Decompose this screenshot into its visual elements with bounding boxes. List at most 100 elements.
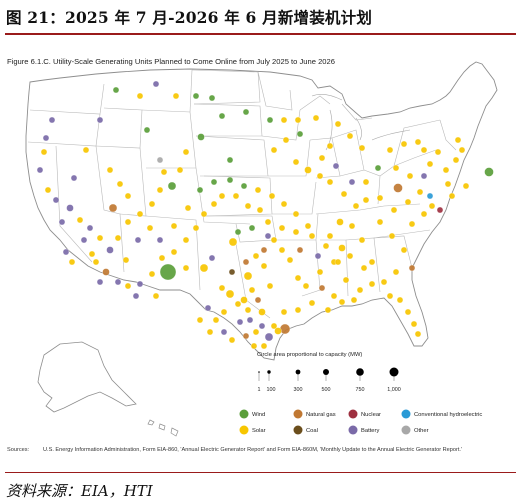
legend-label-natural-gas: Natural gas — [306, 412, 336, 418]
capacity-bubble — [208, 94, 216, 102]
capacity-bubble — [334, 258, 342, 266]
capacity-bubble — [122, 256, 130, 264]
legend-label-hydro: Conventional hydroelectric — [414, 412, 482, 418]
legend-label-nuclear: Nuclear — [361, 412, 381, 418]
capacity-bubble — [280, 116, 288, 124]
capacity-bubble — [316, 268, 324, 276]
sources-text: U.S. Energy Information Administration, … — [43, 447, 463, 453]
capacity-bubble — [334, 120, 342, 128]
capacity-bubble — [240, 296, 248, 304]
capacity-bubble — [106, 166, 114, 174]
size-100mw-dot — [267, 370, 271, 374]
capacity-bubble — [462, 182, 470, 190]
capacity-bubble — [124, 218, 132, 226]
legend-swatch-nuclear — [348, 409, 358, 419]
capacity-bubble — [292, 158, 300, 166]
capacity-bubble — [348, 222, 356, 230]
capacity-bubble — [170, 248, 178, 256]
source-credit: 资料来源：EIA，HTI — [6, 482, 153, 500]
us-outline — [25, 61, 498, 361]
capacity-bubble — [143, 126, 151, 134]
capacity-bubble — [428, 202, 436, 210]
capacity-bubble — [280, 200, 288, 208]
capacity-bubble — [184, 204, 192, 212]
capacity-bubble — [376, 194, 384, 202]
legend-swatch-battery — [348, 425, 358, 435]
capacity-bubble — [86, 224, 94, 232]
capacity-bubble — [260, 262, 268, 270]
capacity-bubble — [136, 210, 144, 218]
capacity-bubble — [170, 222, 178, 230]
capacity-bubble — [210, 200, 218, 208]
capacity-bubble — [225, 289, 235, 299]
alaska-outline — [37, 341, 137, 413]
capacity-bubble — [156, 156, 164, 164]
capacity-bubble — [244, 202, 252, 210]
capacity-bubble — [270, 146, 278, 154]
legend-label-battery: Battery — [361, 428, 379, 434]
capacity-bubble — [156, 236, 164, 244]
capacity-bubble — [484, 167, 494, 177]
sources-label: Sources: — [7, 447, 30, 453]
capacity-bubble — [400, 140, 408, 148]
hawaii-islands — [147, 419, 179, 437]
capacity-bubble — [228, 237, 238, 247]
capacity-bubble — [274, 327, 282, 335]
capacity-bubble — [82, 146, 90, 154]
capacity-bubble — [136, 280, 144, 288]
capacity-bubble — [226, 156, 234, 164]
capacity-bubble — [326, 232, 334, 240]
capacity-bubble — [420, 146, 428, 154]
capacity-bubble — [426, 160, 434, 168]
size-tick-300: 300 — [294, 387, 303, 393]
capacity-bubble — [346, 132, 354, 140]
capacity-bubble — [116, 180, 124, 188]
capacity-bubble — [96, 234, 104, 242]
capacity-bubble — [244, 306, 252, 314]
size-tick-100: 100 — [267, 387, 276, 393]
capacity-bubble — [218, 112, 226, 120]
capacity-bubble — [146, 224, 154, 232]
capacity-bubble — [159, 263, 177, 281]
fuel-legend: Wind Natural gas Nuclear Conventional hy… — [239, 409, 482, 435]
capacity-bubble — [196, 186, 204, 194]
capacity-bubble — [210, 178, 218, 186]
map-title: Figure 6.1.C. Utility-Scale Generating U… — [7, 57, 335, 66]
capacity-bubble — [278, 224, 286, 232]
legend-swatch-hydro — [401, 409, 411, 419]
capacity-bubble — [182, 236, 190, 244]
capacity-bubble — [256, 206, 264, 214]
capacity-bubble — [76, 216, 84, 224]
capacity-bubble — [106, 246, 114, 254]
capacity-bubble — [414, 330, 422, 338]
capacity-bubble — [308, 232, 316, 240]
capacity-bubble — [250, 342, 258, 350]
capacity-bubble — [260, 342, 268, 350]
legend-label-other: Other — [414, 428, 429, 434]
capacity-bubble — [114, 234, 122, 242]
capacity-bubble — [208, 254, 216, 262]
size-tick-1000: 1,000 — [387, 387, 401, 393]
capacity-bubble — [292, 210, 300, 218]
size-500mw-dot — [323, 369, 329, 375]
capacity-bubble — [248, 286, 256, 294]
capacity-bubble — [199, 263, 209, 273]
capacity-bubble — [294, 116, 302, 124]
capacity-bubble — [196, 316, 204, 324]
capacity-bubble — [102, 268, 110, 276]
capacity-bubble — [206, 328, 214, 336]
capacity-bubble — [248, 224, 256, 232]
capacity-bubble — [330, 292, 338, 300]
capacity-bubble — [380, 278, 388, 286]
great-lakes — [311, 94, 411, 151]
capacity-bubble — [182, 148, 190, 156]
capacity-bubble — [218, 284, 226, 292]
capacity-bubble — [362, 178, 370, 186]
capacity-bubble — [454, 136, 462, 144]
capacity-bubble — [279, 323, 291, 335]
capacity-bubble — [420, 210, 428, 218]
capacity-bubble — [197, 133, 205, 141]
size-tick-750: 750 — [356, 387, 365, 393]
capacity-bubble — [40, 148, 48, 156]
capacity-bubble — [338, 298, 346, 306]
